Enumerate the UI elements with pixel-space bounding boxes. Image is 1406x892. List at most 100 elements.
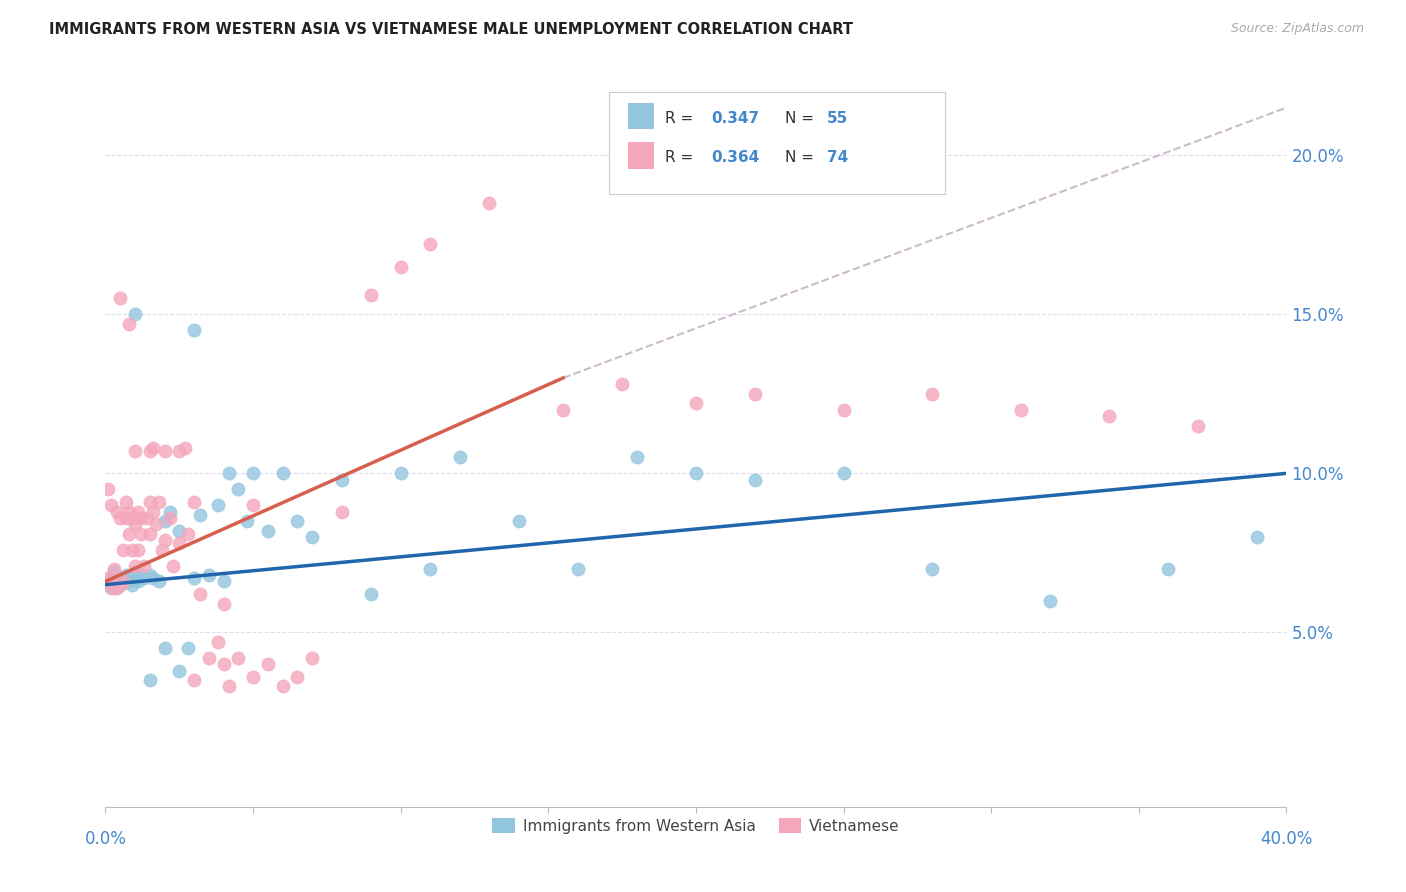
Point: [124, 517, 146, 532]
Point: [153, 641, 176, 656]
Legend: Immigrants from Western Asia, Vietnamese: Immigrants from Western Asia, Vietnamese: [486, 812, 905, 840]
Point: [744, 473, 766, 487]
Point: [169, 664, 191, 678]
Point: [389, 467, 412, 481]
Point: [1157, 562, 1180, 576]
Point: [301, 650, 323, 665]
Text: R =: R =: [665, 151, 699, 165]
Point: [127, 504, 149, 518]
Point: [197, 568, 219, 582]
Point: [138, 673, 162, 687]
Point: [153, 514, 176, 528]
Point: [138, 526, 162, 541]
Point: [242, 498, 264, 512]
Point: [112, 542, 135, 557]
Point: [105, 574, 128, 589]
Point: [142, 571, 165, 585]
Point: [124, 571, 146, 585]
Point: [112, 571, 135, 585]
Point: [1098, 409, 1121, 423]
Point: [832, 402, 855, 417]
Point: [162, 558, 184, 573]
Point: [183, 571, 205, 585]
Point: [127, 542, 149, 557]
Text: R =: R =: [665, 112, 699, 126]
Point: [103, 581, 125, 595]
Point: [1039, 593, 1062, 607]
Point: [212, 574, 235, 589]
Point: [103, 562, 125, 576]
Point: [242, 467, 264, 481]
Point: [236, 514, 259, 528]
Point: [142, 504, 165, 518]
Point: [1010, 402, 1032, 417]
Text: 55: 55: [827, 112, 848, 126]
Point: [610, 377, 633, 392]
Point: [419, 237, 441, 252]
Text: 0.347: 0.347: [711, 112, 759, 126]
Point: [257, 657, 280, 672]
Point: [257, 524, 280, 538]
Point: [449, 450, 471, 465]
Point: [103, 565, 125, 579]
Point: [129, 526, 152, 541]
Point: [132, 571, 155, 585]
Point: [478, 196, 501, 211]
Point: [228, 482, 250, 496]
Point: [132, 558, 155, 573]
Point: [188, 587, 211, 601]
Point: [567, 562, 589, 576]
Text: 0.364: 0.364: [711, 151, 759, 165]
Point: [100, 581, 122, 595]
Point: [97, 482, 120, 496]
Point: [138, 495, 162, 509]
Point: [177, 526, 200, 541]
Point: [832, 467, 855, 481]
Point: [115, 568, 138, 582]
Point: [145, 517, 167, 532]
Point: [127, 574, 149, 589]
Point: [112, 574, 135, 589]
Point: [118, 526, 141, 541]
Point: [110, 292, 132, 306]
Point: [212, 657, 235, 672]
Point: [169, 524, 191, 538]
Point: [121, 542, 143, 557]
Point: [228, 650, 250, 665]
Point: [138, 568, 162, 582]
Point: [287, 514, 309, 528]
Point: [301, 530, 323, 544]
Text: 74: 74: [827, 151, 848, 165]
Point: [142, 441, 165, 455]
Point: [1246, 530, 1268, 544]
Point: [188, 508, 211, 522]
Point: [330, 504, 353, 518]
Point: [159, 504, 181, 518]
Point: [148, 574, 170, 589]
Point: [389, 260, 412, 274]
Point: [124, 444, 146, 458]
Point: [124, 558, 146, 573]
Point: [103, 571, 125, 585]
Point: [138, 444, 162, 458]
Point: [129, 568, 152, 582]
Point: [626, 450, 648, 465]
Point: [921, 387, 943, 401]
Point: [183, 673, 205, 687]
Point: [97, 577, 120, 591]
Point: [183, 323, 205, 337]
Point: [287, 670, 309, 684]
Point: [508, 514, 530, 528]
Point: [118, 504, 141, 518]
Point: [153, 444, 176, 458]
Point: [169, 444, 191, 458]
Point: [218, 680, 240, 694]
Point: [685, 396, 707, 410]
Point: [330, 473, 353, 487]
Point: [360, 288, 382, 302]
Point: [135, 511, 157, 525]
Point: [124, 565, 146, 579]
Point: [174, 441, 197, 455]
Point: [242, 670, 264, 684]
Point: [183, 495, 205, 509]
